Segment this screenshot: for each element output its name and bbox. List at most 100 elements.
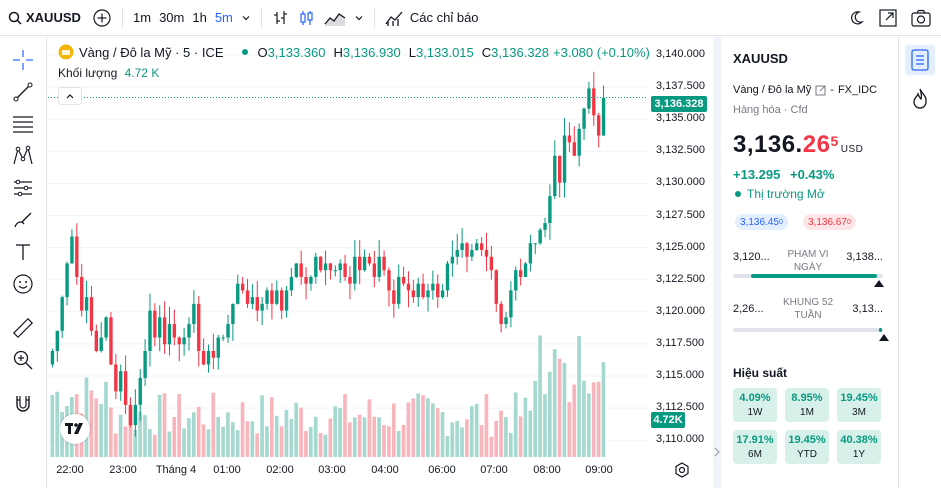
details-list-icon <box>911 49 929 71</box>
compare-symbol-button[interactable] <box>88 5 116 31</box>
zoom-in-icon <box>13 350 33 370</box>
external-link-icon[interactable] <box>815 85 826 96</box>
fib-tool[interactable] <box>11 112 35 136</box>
trend-line-tool[interactable] <box>11 80 35 104</box>
crosshair-tool[interactable] <box>11 48 35 72</box>
candle-body <box>84 297 89 311</box>
time-tick: 22:00 <box>56 464 84 476</box>
panel-category: Hàng hóa <box>733 104 781 116</box>
perf-1y[interactable]: 40.38% 1Y <box>837 430 881 464</box>
top-toolbar: XAUUSD 1m 30m 1h 5m Các chỉ báo <box>0 0 941 36</box>
candle-body <box>114 364 118 392</box>
price-main: 3,136. <box>733 131 803 158</box>
perf-label: 1Y <box>852 449 866 460</box>
candle-chart-type-button[interactable] <box>294 5 320 31</box>
interval-1h[interactable]: 1h <box>192 10 207 25</box>
time-tick: 07:00 <box>480 464 508 476</box>
ask-value: 3,136.67 <box>808 216 847 228</box>
perf-label: 6M <box>748 449 762 460</box>
volume-bar <box>377 417 381 457</box>
market-open-dot <box>241 49 248 55</box>
perf-1w[interactable]: 4.09% 1W <box>733 388 777 422</box>
candle-body <box>543 223 547 230</box>
candle-body <box>596 115 601 136</box>
legend-change: +3.080 (+0.10%) <box>553 44 650 60</box>
volume-bar <box>123 426 128 457</box>
candle-body <box>197 303 201 351</box>
volume-bar <box>128 406 133 457</box>
bid-sup: 0 <box>778 218 783 226</box>
candle-body <box>475 243 479 250</box>
legend-collapse-button[interactable] <box>58 87 82 105</box>
indicators-button[interactable]: Các chỉ báo <box>381 5 483 31</box>
candle-body <box>499 303 503 325</box>
volume-bar <box>289 418 294 457</box>
candle-body <box>177 337 181 345</box>
price-axis[interactable]: 3,140.000 3,137.500 3,135.000 3,132.500 3,13… <box>648 37 712 457</box>
magnet-icon <box>16 396 30 412</box>
perf-label: 3M <box>852 407 866 418</box>
candle-body <box>250 297 255 304</box>
candle-body <box>55 330 60 351</box>
volume-bar <box>601 362 606 457</box>
week52-marker <box>878 334 889 341</box>
candle-body <box>50 351 55 365</box>
interval-dropdown[interactable] <box>237 5 255 31</box>
pattern-tool[interactable] <box>11 144 35 168</box>
brush-tool[interactable] <box>11 208 35 232</box>
candle-body <box>226 324 230 338</box>
snapshot-button[interactable] <box>906 5 936 31</box>
fullscreen-button[interactable] <box>874 5 902 31</box>
chart-legend: Vàng / Đô la Mỹ · 5 · ICE O 3,133.360 H 3,… <box>58 44 650 60</box>
text-icon <box>16 244 30 260</box>
symbol-search[interactable]: XAUUSD <box>0 10 88 25</box>
candle-body <box>299 263 303 277</box>
hotlist-button[interactable] <box>905 83 935 113</box>
perf-value: 40.38% <box>840 434 878 446</box>
candle-body <box>206 351 211 365</box>
interval-1m[interactable]: 1m <box>133 10 152 25</box>
candle-body <box>562 135 567 183</box>
candle-body <box>343 263 347 277</box>
chart-settings-button[interactable] <box>674 462 690 483</box>
candle-body <box>245 290 250 304</box>
moon-icon <box>851 11 865 25</box>
external-link-icon <box>879 9 897 27</box>
magnet-tool[interactable] <box>11 392 35 416</box>
volume-bar <box>465 419 469 457</box>
text-tool[interactable] <box>11 240 35 264</box>
price-tick: 3,130.000 <box>656 176 705 189</box>
measure-tool[interactable] <box>11 316 35 340</box>
bar-chart-type-button[interactable] <box>268 5 294 31</box>
volume-bar <box>406 402 411 457</box>
area-chart-type-button[interactable] <box>320 5 350 31</box>
perf-ytd[interactable]: 19.45% YTD <box>785 430 829 464</box>
candle-body <box>94 330 99 351</box>
watchlist-details-button[interactable] <box>905 45 935 75</box>
perf-1m[interactable]: 8.95% 1M <box>785 388 829 422</box>
volume-bar <box>167 431 172 457</box>
panel-description: Vàng / Đô la Mỹ <box>733 84 812 96</box>
week52-label: KHUNG 52 TUẦN <box>782 297 833 321</box>
interval-5m[interactable]: 5m <box>214 10 233 25</box>
perf-6m[interactable]: 17.91% 6M <box>733 430 777 464</box>
legend-open-label: O <box>257 44 268 60</box>
chart-type-dropdown[interactable] <box>350 5 368 31</box>
candle-body <box>89 297 94 331</box>
candle-body <box>70 236 74 264</box>
emoji-tool[interactable] <box>11 272 35 296</box>
tradingview-logo[interactable] <box>60 414 90 444</box>
volume-bar <box>391 403 396 457</box>
interval-30m[interactable]: 30m <box>159 10 185 25</box>
panel-divider[interactable] <box>713 37 721 488</box>
volume-bar <box>265 426 269 457</box>
candle-body <box>99 337 103 351</box>
zoom-tool[interactable] <box>11 348 35 372</box>
price-chart[interactable] <box>48 37 648 488</box>
volume-bar <box>426 398 430 457</box>
forecast-tool[interactable] <box>11 176 35 200</box>
day-range-label: PHẠM VI NGÀY <box>787 249 829 273</box>
time-axis[interactable]: 22:00 23:00 Tháng 4 01:00 02:00 03:00 04:00 06:… <box>48 458 648 488</box>
perf-3m[interactable]: 19.45% 3M <box>837 388 881 422</box>
night-mode-button[interactable] <box>843 5 869 31</box>
